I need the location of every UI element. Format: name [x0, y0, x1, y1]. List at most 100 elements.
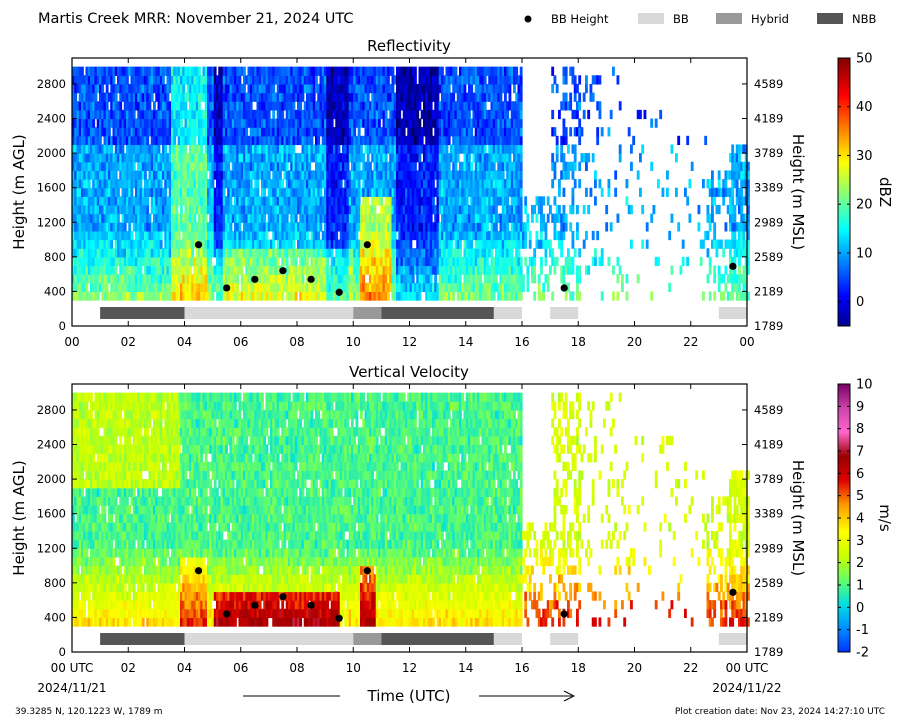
heatmap-cell	[382, 101, 386, 111]
heatmap-cell	[204, 101, 208, 111]
heatmap-cell	[351, 274, 354, 284]
heatmap-cell	[301, 187, 305, 197]
heatmap-cell	[306, 239, 309, 249]
heatmap-cell	[243, 101, 246, 111]
heatmap-cell	[135, 204, 138, 215]
heatmap-cell	[463, 256, 467, 267]
heatmap-cell	[202, 213, 206, 223]
heatmap-cell	[85, 101, 89, 111]
heatmap-cell	[459, 265, 462, 275]
heatmap-cell	[191, 153, 195, 163]
heatmap-cell	[180, 109, 183, 120]
heatmap-cell	[146, 66, 150, 76]
heatmap-cell	[407, 179, 411, 189]
heatmap-cell	[303, 101, 307, 111]
heatmap-cell	[90, 101, 93, 111]
heatmap-cell	[391, 83, 395, 94]
heatmap-cell	[195, 179, 199, 189]
heatmap-cell	[348, 239, 352, 249]
heatmap-cell	[429, 213, 433, 223]
heatmap-cell	[83, 230, 87, 241]
heatmap-cell	[348, 282, 352, 293]
heatmap-cell	[364, 196, 368, 206]
heatmap-cell	[238, 101, 242, 111]
heatmap-cell	[207, 135, 210, 146]
heatmap-cell	[164, 204, 168, 215]
heatmap-cell	[155, 109, 159, 120]
heatmap-cell	[72, 170, 75, 180]
heatmap-cell	[141, 196, 145, 206]
heatmap-cell	[164, 179, 168, 189]
heatmap-cell	[238, 222, 242, 232]
heatmap-cell	[99, 135, 102, 146]
heatmap-cell	[337, 161, 341, 171]
heatmap-cell	[78, 291, 82, 301]
heatmap-cell	[429, 135, 433, 146]
heatmap-cell	[175, 256, 179, 267]
heatmap-cell	[299, 75, 303, 85]
heatmap-cell	[452, 153, 456, 163]
heatmap-cell	[150, 248, 154, 258]
heatmap-cell	[357, 144, 361, 154]
heatmap-cell	[360, 170, 363, 180]
heatmap-cell	[290, 187, 294, 197]
heatmap-cell	[96, 222, 100, 232]
heatmap-cell	[342, 101, 345, 111]
heatmap-cell	[474, 101, 478, 111]
heatmap-cell	[400, 161, 404, 171]
heatmap-cell	[346, 265, 350, 275]
heatmap-cell	[195, 187, 199, 197]
heatmap-cell	[162, 187, 165, 197]
heatmap-cell	[114, 135, 118, 146]
heatmap-cell	[263, 135, 267, 146]
heatmap-cell	[180, 170, 183, 180]
heatmap-cell	[357, 265, 361, 275]
heatmap-cell	[150, 109, 154, 120]
heatmap-cell	[330, 66, 334, 76]
heatmap-cell	[312, 291, 316, 301]
heatmap-cell	[416, 222, 420, 232]
heatmap-cell	[351, 127, 354, 137]
heatmap-cell	[198, 83, 201, 94]
heatmap-cell	[490, 213, 494, 223]
heatmap-cell	[492, 101, 496, 111]
heatmap-cell	[335, 248, 339, 258]
heatmap-cell	[119, 101, 123, 111]
heatmap-cell	[180, 127, 183, 137]
heatmap-cell	[180, 179, 183, 189]
heatmap-cell	[306, 248, 309, 258]
heatmap-cell	[319, 213, 323, 223]
heatmap-cell	[240, 101, 244, 111]
heatmap-cell	[225, 92, 228, 102]
heatmap-cell	[261, 75, 264, 85]
heatmap-cell	[308, 213, 312, 223]
heatmap-cell	[180, 274, 183, 284]
heatmap-cell	[456, 144, 460, 154]
heatmap-cell	[366, 109, 370, 120]
heatmap-cell	[270, 265, 273, 275]
heatmap-cell	[276, 75, 280, 85]
heatmap-cell	[353, 265, 357, 275]
heatmap-cell	[427, 66, 431, 76]
heatmap-cell	[283, 274, 287, 284]
heatmap-cell	[461, 213, 465, 223]
heatmap-cell	[99, 144, 102, 154]
heatmap-cell	[225, 118, 228, 128]
heatmap-cell	[373, 83, 377, 94]
heatmap-cell	[319, 291, 323, 301]
heatmap-cell	[461, 135, 465, 146]
heatmap-cell	[94, 135, 98, 146]
heatmap-cell	[486, 274, 489, 284]
heatmap-cell	[384, 274, 388, 284]
heatmap-cell	[393, 213, 397, 223]
heatmap-cell	[274, 66, 278, 76]
heatmap-cell	[189, 274, 192, 284]
heatmap-cell	[175, 213, 179, 223]
heatmap-cell	[452, 265, 456, 275]
heatmap-cell	[495, 101, 498, 111]
heatmap-cell	[441, 127, 444, 137]
heatmap-cell	[272, 92, 276, 102]
heatmap-cell	[474, 204, 478, 215]
heatmap-cell	[346, 127, 350, 137]
heatmap-cell	[229, 101, 233, 111]
